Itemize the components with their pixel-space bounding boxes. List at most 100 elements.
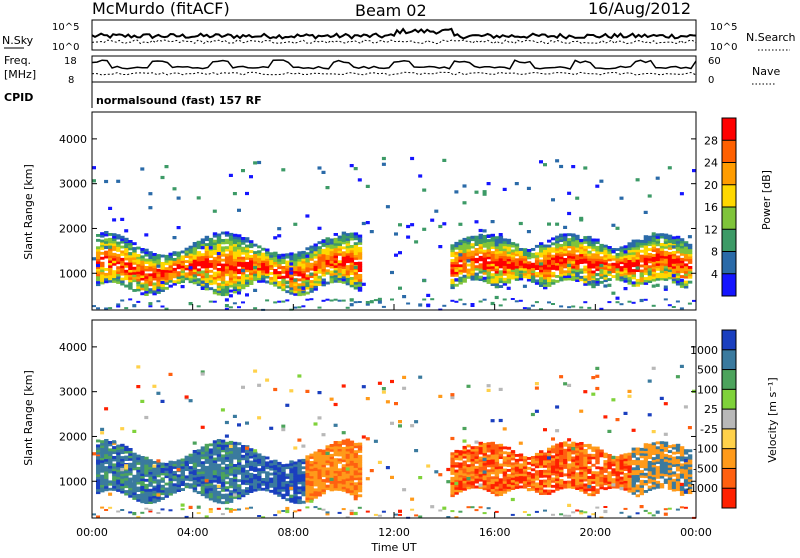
power-cell <box>176 226 181 230</box>
velocity-cell <box>160 492 165 496</box>
power-cell <box>152 275 157 278</box>
velocity-cell <box>341 476 347 480</box>
velocity-cell <box>651 481 657 485</box>
power-cell <box>273 301 278 304</box>
velocity-cell <box>466 384 471 388</box>
velocity-cell <box>639 465 644 468</box>
velocity-cell <box>458 489 463 493</box>
velocity-cell <box>232 451 238 455</box>
velocity-cell <box>212 462 218 466</box>
velocity-cell <box>128 494 133 498</box>
power-cell <box>514 273 520 276</box>
velocity-cell <box>687 426 692 430</box>
power-cell <box>269 267 274 270</box>
power-cell <box>273 251 278 255</box>
power-cell <box>357 178 362 182</box>
power-cell <box>647 255 653 259</box>
velocity-cell <box>591 485 596 489</box>
power-cell <box>204 272 210 276</box>
velocity-cell <box>627 460 632 463</box>
power-cell <box>450 246 455 250</box>
power-cell <box>277 227 282 231</box>
power-cell <box>293 288 298 291</box>
power-cell <box>228 279 234 283</box>
velocity-cell <box>462 487 467 491</box>
velocity-cell <box>619 487 624 491</box>
velocity-cell <box>454 484 459 488</box>
power-cell <box>679 265 685 269</box>
velocity-cell <box>353 477 359 481</box>
power-cell <box>567 267 572 271</box>
power-cell <box>651 232 656 236</box>
power-cell <box>180 255 185 259</box>
velocity-colorbar-swatch <box>722 428 736 450</box>
power-cell <box>530 262 536 266</box>
velocity-cell <box>192 469 198 473</box>
velocity-cell <box>458 484 463 488</box>
velocity-cell <box>241 477 246 480</box>
velocity-cell <box>212 457 218 461</box>
velocity-cell <box>120 458 125 462</box>
velocity-cell <box>639 505 644 509</box>
nsearch-trace <box>91 39 697 45</box>
power-cell <box>410 156 415 161</box>
power-cell <box>293 270 298 274</box>
velocity-cell <box>124 492 129 496</box>
velocity-cell <box>345 480 351 484</box>
power-cell <box>470 245 475 249</box>
velocity-cell <box>188 468 193 472</box>
power-cell <box>148 290 153 294</box>
power-cell <box>104 280 109 284</box>
power-cell <box>454 283 459 287</box>
velocity-cell <box>587 488 592 492</box>
velocity-cell <box>502 471 508 474</box>
velocity-cell <box>547 462 552 466</box>
velocity-cell <box>462 480 467 484</box>
velocity-cell <box>510 497 515 502</box>
velocity-cell <box>216 466 222 469</box>
velocity-cell <box>603 415 608 419</box>
power-cell <box>683 248 689 252</box>
velocity-cell <box>92 452 96 456</box>
power-cell <box>671 241 677 245</box>
power-cell <box>160 276 165 280</box>
velocity-cell <box>534 409 539 413</box>
power-cell <box>261 265 266 268</box>
velocity-cell <box>160 497 165 500</box>
velocity-cell <box>543 464 548 468</box>
power-cell <box>261 267 266 271</box>
velocity-cell <box>116 464 121 468</box>
power-cell <box>329 273 334 276</box>
velocity-cell <box>490 483 495 487</box>
power-cell <box>547 252 552 255</box>
velocity-cell <box>603 474 608 478</box>
power-cell <box>357 249 363 253</box>
velocity-cell <box>329 466 334 470</box>
velocity-cell <box>108 450 113 454</box>
velocity-cell <box>651 366 656 370</box>
power-cell <box>152 253 157 256</box>
velocity-cell <box>249 490 254 493</box>
power-cell <box>599 251 604 255</box>
velocity-cell <box>329 483 334 487</box>
velocity-cell <box>232 481 238 485</box>
power-cell <box>249 242 254 246</box>
power-cell <box>563 238 568 242</box>
power-cell <box>261 252 266 256</box>
velocity-cell <box>237 462 242 465</box>
power-cell <box>635 266 640 270</box>
velocity-cell <box>534 455 540 459</box>
velocity-cell <box>216 490 222 494</box>
power-cell <box>132 274 137 278</box>
power-cell <box>100 232 105 236</box>
velocity-cell <box>273 477 278 480</box>
velocity-cell <box>619 461 624 465</box>
velocity-cell <box>430 505 435 509</box>
velocity-cell <box>655 483 661 487</box>
power-cell <box>100 269 105 273</box>
velocity-cell <box>313 466 318 470</box>
velocity-cell <box>675 480 681 484</box>
power-cell <box>675 262 681 266</box>
velocity-cell <box>289 462 294 466</box>
velocity-cell <box>200 483 206 487</box>
